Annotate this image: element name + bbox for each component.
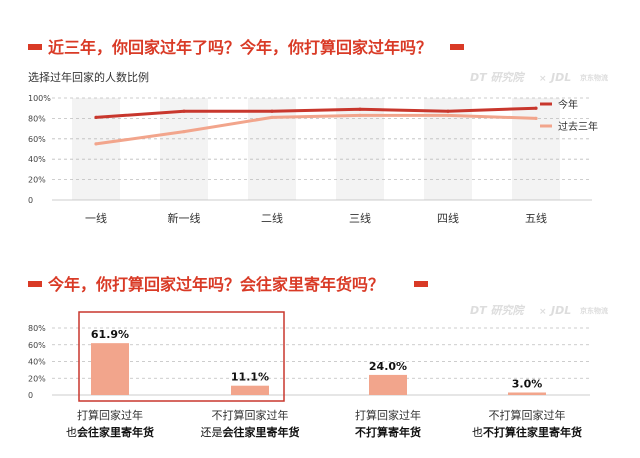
title-marker-right (414, 281, 428, 287)
data-point (358, 107, 362, 111)
y-tick-label: 100% (28, 94, 51, 103)
bar (369, 374, 407, 395)
bar-value-label: 24.0% (369, 360, 407, 373)
x-tick-label-line1: 不打算回家过年 (489, 408, 566, 422)
data-point (534, 116, 538, 120)
watermark-jdl-sub: 京东物流 (580, 306, 608, 315)
x-tick-label: 一线 (85, 211, 107, 225)
y-tick-label: 0 (28, 196, 33, 205)
x-tick-label-line1: 打算回家过年 (77, 408, 143, 422)
data-point (358, 113, 362, 117)
x-tick-label-bold: 会往家里寄年货 (223, 425, 300, 439)
chart2-title: 今年，你打算回家过年吗？会往家里寄年货吗？ (47, 275, 384, 294)
bar-value-label: 11.1% (231, 371, 269, 384)
data-point (270, 115, 274, 119)
bar (508, 392, 546, 395)
y-tick-label: 40% (28, 358, 46, 367)
data-point (182, 109, 186, 113)
watermark-sep: × (539, 74, 547, 84)
y-tick-label: 40% (28, 155, 46, 164)
x-tick-label-bold: 不打算寄年货 (355, 425, 421, 439)
data-point (534, 106, 538, 110)
series-line-1 (94, 113, 538, 146)
y-tick-label: 80% (28, 114, 46, 123)
watermark-jdl-sub: 京东物流 (580, 73, 608, 82)
y-tick-label: 60% (28, 341, 46, 350)
legend-label: 过去三年 (558, 120, 598, 133)
bar-value-label: 61.9% (91, 328, 129, 341)
x-tick-label-line2: 也会往家里寄年货 (66, 425, 154, 439)
x-tick-label: 新一线 (168, 211, 201, 225)
chart1-title: 近三年，你回家过年了吗？今年，你打算回家过年吗？ (48, 38, 432, 57)
category-band (248, 98, 296, 200)
watermark-jdl: JDL (549, 304, 571, 317)
bar-chart: 今年，你打算回家过年吗？会往家里寄年货吗？ DT 研究院 × JDL 京东物流 … (28, 275, 608, 439)
y-tick-label: 80% (28, 324, 46, 333)
data-point (94, 142, 98, 146)
bar (231, 385, 269, 395)
watermark-sep: × (539, 307, 547, 317)
series-line-0 (94, 106, 538, 119)
y-tick-label: 20% (28, 176, 46, 185)
x-tick-label-line2: 也不打算往家里寄年货 (472, 425, 582, 439)
data-point (94, 115, 98, 119)
legend-label: 今年 (558, 98, 578, 111)
x-tick-label-bold: 不打算往家里寄年货 (483, 425, 582, 439)
watermark-dt: DT 研究院 (470, 71, 525, 84)
x-tick-label-line1: 不打算回家过年 (212, 408, 289, 422)
watermark: DT 研究院 × JDL 京东物流 (470, 304, 608, 317)
category-band (336, 98, 384, 200)
x-tick-label-line2: 还是会往家里寄年货 (201, 425, 300, 439)
x-tick-label-plain: 也 (66, 426, 77, 439)
x-tick-label-line2: 不打算寄年货 (355, 425, 421, 439)
x-tick-label: 四线 (437, 211, 459, 225)
x-tick-label-plain: 还是 (201, 426, 223, 439)
x-tick-label: 二线 (261, 211, 283, 225)
highlight-box (78, 311, 285, 402)
y-tick-label: 60% (28, 135, 46, 144)
y-tick-label: 0 (28, 391, 33, 400)
data-point (182, 130, 186, 134)
data-point (446, 113, 450, 117)
x-tick-label-plain: 也 (472, 426, 483, 439)
data-point (270, 109, 274, 113)
watermark-dt: DT 研究院 (470, 304, 525, 317)
data-point (446, 109, 450, 113)
title-marker-left (28, 281, 42, 287)
category-band (72, 98, 120, 200)
category-band (424, 98, 472, 200)
x-tick-label: 三线 (349, 211, 371, 225)
watermark: DT 研究院 × JDL 京东物流 (470, 71, 608, 84)
chart1-ylabel: 选择过年回家的人数比例 (28, 70, 149, 84)
x-tick-label-line1: 打算回家过年 (355, 408, 421, 422)
bar (91, 343, 129, 395)
bar-value-label: 3.0% (512, 377, 543, 390)
x-tick-label: 五线 (525, 211, 547, 225)
title-marker-right (450, 44, 464, 50)
y-tick-label: 20% (28, 374, 46, 383)
category-band (160, 98, 208, 200)
line-chart: 近三年，你回家过年了吗？今年，你打算回家过年吗？ 选择过年回家的人数比例 DT … (28, 38, 608, 225)
category-band (512, 98, 560, 200)
title-marker-left (28, 44, 42, 50)
x-tick-label-bold: 会往家里寄年货 (77, 425, 154, 439)
watermark-jdl: JDL (549, 71, 571, 84)
